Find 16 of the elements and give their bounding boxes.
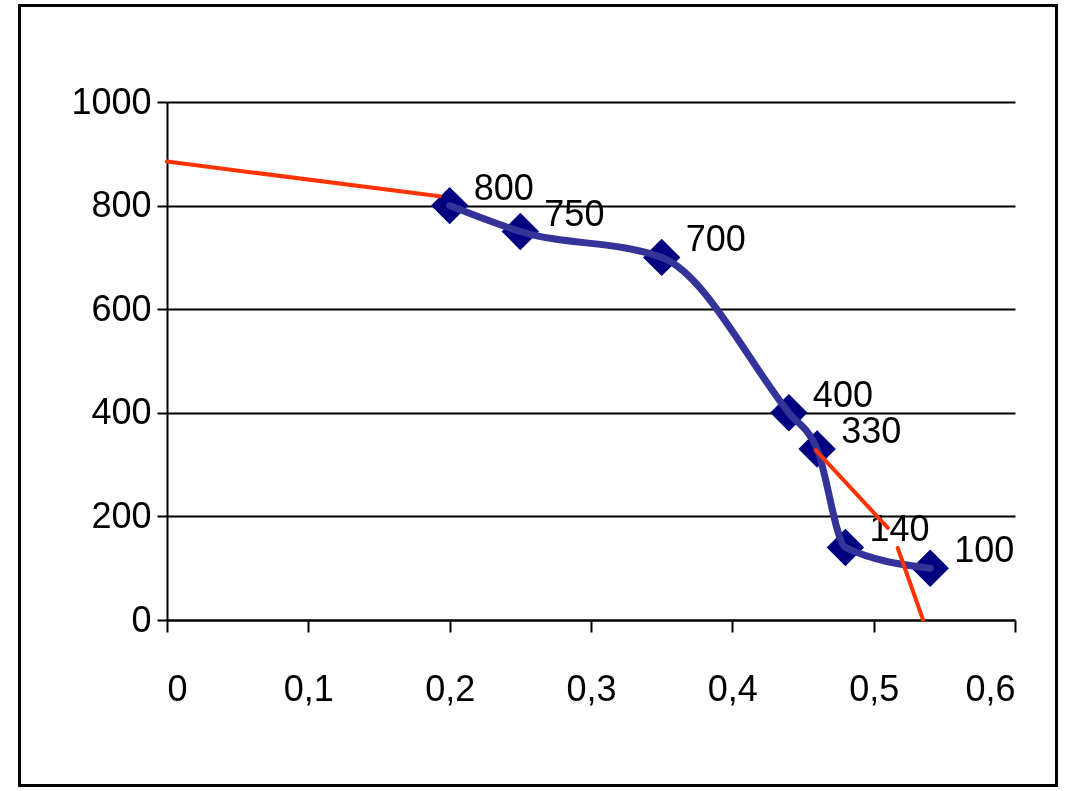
x-tick-label: 0,6 (965, 667, 1016, 709)
x-tick-label: 0,1 (283, 667, 334, 709)
data-label: 800 (473, 166, 534, 208)
y-tick-label: 600 (91, 287, 152, 329)
y-tick-label: 0 (131, 598, 152, 640)
data-label: 100 (954, 529, 1015, 571)
y-tick-label: 1000 (71, 80, 152, 122)
x-tick-label: 0,4 (707, 667, 758, 709)
data-label: 700 (685, 218, 746, 260)
x-tick-label: 0,5 (849, 667, 900, 709)
y-tick-label: 800 (91, 184, 152, 226)
x-tick-label: 0,3 (566, 667, 617, 709)
x-tick-label: 0,2 (425, 667, 476, 709)
y-tick-label: 200 (91, 494, 152, 536)
x-tick-label: 0 (167, 667, 188, 709)
y-tick-label: 400 (91, 391, 152, 433)
